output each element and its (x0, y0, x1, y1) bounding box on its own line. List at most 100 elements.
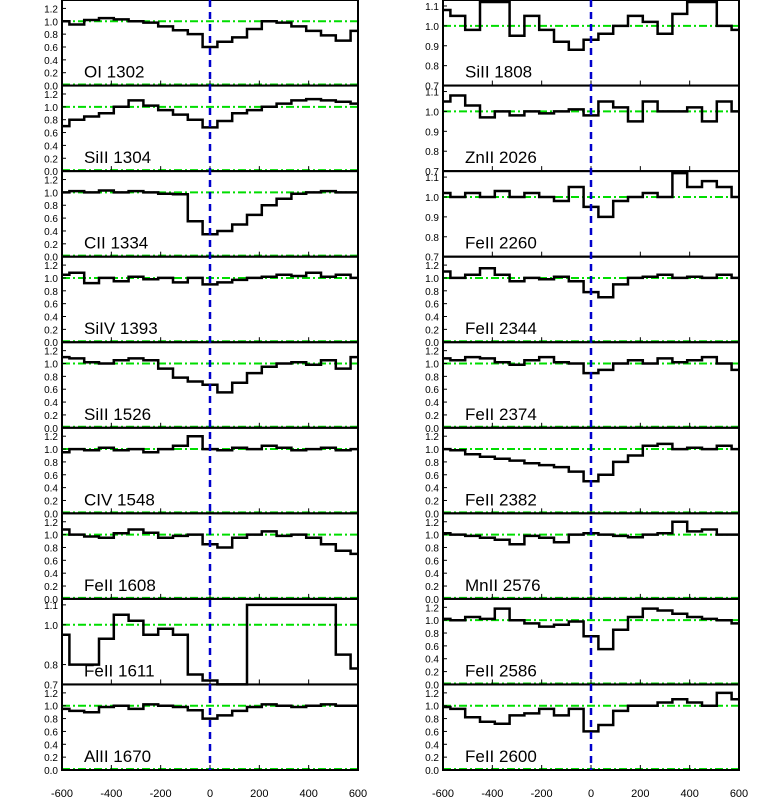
y-tick-label: 0.6 (44, 556, 58, 567)
y-tick-label: 1.0 (425, 445, 439, 456)
ion-label: CIV 1548 (84, 490, 155, 509)
ion-label: CII 1334 (84, 234, 148, 253)
y-tick-label: 0.4 (44, 313, 58, 324)
spectrum-step-line (443, 520, 739, 546)
y-tick-label: 0.6 (44, 43, 58, 54)
panel-feii-1611: 1.1 1.0 0.8 0.7 FeII 1611 (44, 597, 359, 691)
y-tick-label: 0.0 (44, 595, 58, 606)
ion-label: AlII 1670 (84, 747, 151, 766)
y-tick-label: 0.2 (425, 753, 439, 764)
y-tick-label: 1.2 (425, 518, 439, 529)
y-tick-label: 0.6 (44, 129, 58, 140)
y-tick-label: 1.2 (44, 689, 58, 700)
y-tick-label: 1.2 (44, 90, 58, 101)
y-tick-label: 0.4 (425, 484, 439, 495)
y-tick-label: 0.4 (44, 740, 58, 751)
y-tick-label: 0.8 (425, 629, 439, 640)
y-tick-label: 0.0 (44, 424, 58, 435)
y-tick-label: 0.4 (44, 56, 58, 67)
y-tick-label: 0.8 (44, 715, 58, 726)
y-tick-label: 1.0 (425, 360, 439, 371)
y-tick-label: 0.4 (44, 484, 58, 495)
y-tick-label: 0.9 (425, 213, 439, 224)
ion-label: FeII 2382 (465, 490, 537, 509)
left-column: 1.21.00.80.60.40.20.0OI 13021.21.00.80.6… (44, 0, 367, 800)
spectrum-step-line (62, 703, 358, 720)
y-tick-label: 0.8 (44, 458, 58, 469)
y-tick-label: 0.6 (425, 385, 439, 396)
y-tick-label: 0.8 (425, 715, 439, 726)
panel-feii-1608: 1.2 1.00.8 0.6 0.4 0.2 0.0 FeII 1608 (44, 512, 359, 606)
y-tick-label: 0.8 (44, 543, 58, 554)
ion-label: SiII 1526 (84, 405, 151, 424)
panel-feii-2382: 1.2 1.0 0.8 0.6 0.40.2 0.0 FeII 2382 (425, 426, 740, 520)
y-tick-label: 1.0 (44, 445, 58, 456)
y-tick-label: 0.9 (425, 42, 439, 53)
ion-label: MnII 2576 (465, 576, 541, 595)
panel-mnii-2576: 1.2 1.00.8 0.6 0.4 0.2 0.0 MnII 2576 (425, 512, 740, 606)
y-tick-label: 0.2 (44, 325, 58, 336)
y-tick-label: 1.1 (425, 2, 439, 13)
y-tick-label: 0.4 (44, 227, 58, 238)
y-tick-label: 1.1 (425, 173, 439, 184)
y-tick-label: 1.2 (425, 689, 439, 700)
y-tick-label: 0.2 (44, 496, 58, 507)
y-tick-label: 0.2 (44, 582, 58, 593)
x-tick-label: -200 (531, 788, 553, 800)
y-tick-label: 0.8 (425, 147, 439, 158)
x-tick-label: -600 (432, 788, 454, 800)
right-column: 1.1 1.0 0.9 0.8 0.7 SiII 1808 1.1 1.0 0.9 0.8 0.7 Z… (425, 0, 748, 800)
y-tick-label: 1.1 (425, 88, 439, 99)
y-tick-label: 1.0 (425, 193, 439, 204)
y-tick-label: 0.4 (44, 141, 58, 152)
y-tick-label: 1.0 (425, 616, 439, 627)
y-tick-label: 0.0 (425, 424, 439, 435)
y-tick-label: 1.0 (44, 274, 58, 285)
ion-label: SiII 1304 (84, 148, 151, 167)
y-tick-label: 1.2 (425, 432, 439, 443)
y-tick-label: 1.0 (425, 531, 439, 542)
x-tick-label: 400 (680, 788, 698, 800)
panel-znii-2026: 1.1 1.0 0.9 0.8 0.7 ZnII 2026 (425, 84, 740, 178)
y-tick-label: 0.0 (44, 253, 58, 264)
ion-label: FeII 2586 (465, 661, 537, 680)
y-tick-label: 0.2 (425, 411, 439, 422)
panel-siiv-1393: 1.2 1.0 0.8 0.6 0.40.2 0.0 SiIV 1393 (44, 255, 359, 349)
y-tick-label: 1.2 (44, 176, 58, 187)
y-tick-label: 0.0 (425, 680, 439, 691)
y-tick-label: 1.2 (44, 518, 58, 529)
y-tick-label: 0.8 (425, 233, 439, 244)
y-tick-label: 0.0 (425, 595, 439, 606)
panel-feii-2374: 1.2 1.00.8 0.6 0.4 0.2 0.0 FeII 2374 (425, 341, 740, 435)
panel-feii-2260: 1.1 1.0 0.9 0.8 0.7 FeII 2260 (425, 170, 740, 264)
y-tick-label: 0.8 (44, 372, 58, 383)
ion-label: FeII 2374 (465, 405, 537, 424)
spectrum-step-line (62, 271, 358, 286)
x-tick-label: 600 (730, 788, 748, 800)
y-tick-label: 0.6 (44, 471, 58, 482)
y-tick-label: 0.2 (44, 69, 58, 80)
panel-siii-1304: 1.2 1.0 0.8 0.60.4 0.2 0.0 SiII 1304 (44, 84, 359, 178)
y-tick-label: 0.4 (425, 569, 439, 580)
y-tick-label: 1.2 (44, 432, 58, 443)
y-tick-label: 0.2 (44, 753, 58, 764)
y-tick-label: 1.0 (425, 702, 439, 713)
y-tick-label: 0.9 (425, 127, 439, 138)
x-tick-label: -200 (150, 788, 172, 800)
ion-label: ZnII 2026 (465, 148, 537, 167)
y-tick-label: 0.4 (425, 740, 439, 751)
y-tick-label: 1.0 (44, 188, 58, 199)
panel-cii-1334: 1.21.0 0.8 0.6 0.4 0.2 0.0 CII 1334 (44, 170, 359, 264)
y-tick-label: 0.8 (44, 661, 58, 672)
panel-civ-1548: 1.2 1.0 0.8 0.6 0.40.2 0.0 CIV 1548 (44, 426, 359, 520)
y-tick-label: 0.2 (425, 668, 439, 679)
y-tick-label: 0.7 (425, 82, 439, 93)
y-tick-label: 0.6 (425, 642, 439, 653)
y-tick-label: 0.8 (425, 62, 439, 73)
y-tick-label: 0.4 (425, 398, 439, 409)
y-tick-label: 0.6 (425, 471, 439, 482)
y-tick-label: 0.8 (44, 287, 58, 298)
panel-siii-1808: 1.1 1.0 0.9 0.8 0.7 SiII 1808 (425, 0, 740, 93)
y-tick-label: 0.0 (44, 509, 58, 520)
y-tick-label: 0.6 (44, 385, 58, 396)
